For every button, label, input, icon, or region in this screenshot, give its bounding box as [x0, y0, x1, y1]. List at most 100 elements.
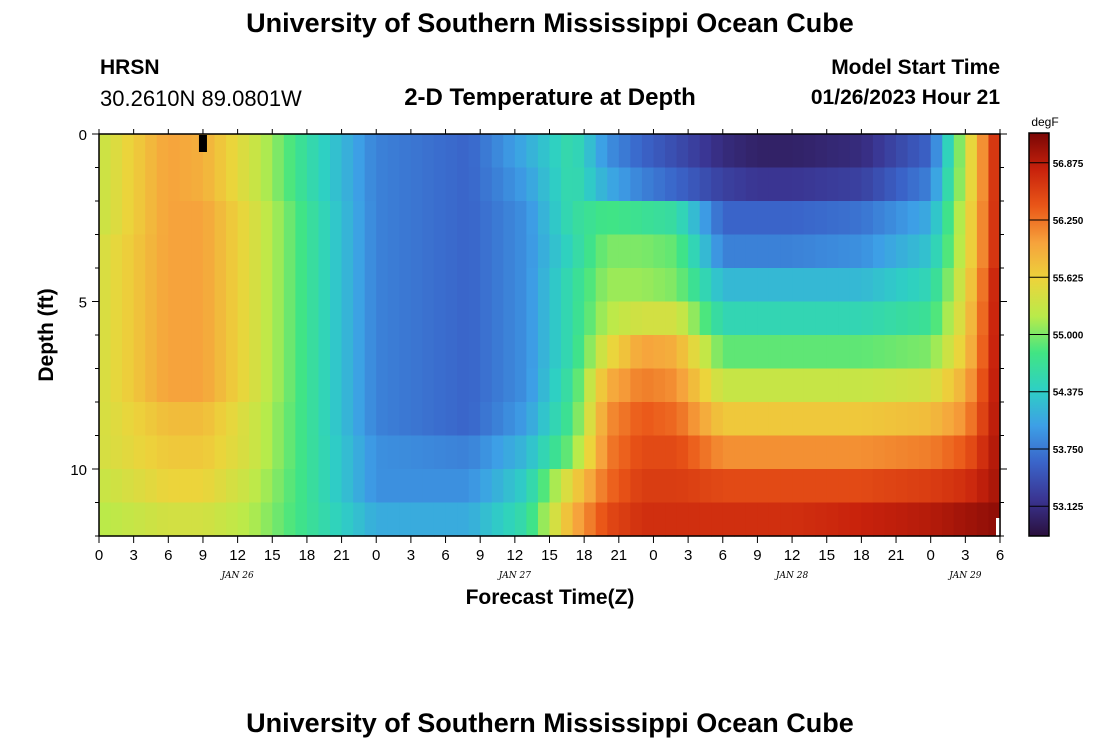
heatmap-cell [641, 134, 655, 169]
heatmap-cell [861, 134, 874, 169]
heatmap-cell [422, 167, 435, 202]
heatmap-cell [295, 234, 308, 269]
heatmap-cell [249, 201, 262, 236]
heatmap-cell [202, 402, 216, 437]
heatmap-cell [595, 435, 608, 470]
heatmap-cell [330, 167, 343, 202]
heatmap-cell [514, 234, 527, 269]
heatmap-cell [422, 134, 435, 169]
heatmap-cell [561, 469, 574, 504]
heatmap-cell [191, 268, 204, 303]
heatmap-cell [745, 167, 759, 202]
heatmap-cell [364, 435, 377, 470]
heatmap-cell [745, 234, 759, 269]
heatmap-cell [630, 502, 643, 537]
heatmap-cell [849, 502, 862, 537]
heatmap-cell [838, 502, 851, 537]
heatmap-cell [491, 368, 504, 403]
heatmap-cell [283, 502, 296, 537]
heatmap-cell [353, 368, 366, 403]
heatmap-cell [838, 134, 851, 169]
heatmap-cell [179, 301, 193, 336]
heatmap-cell [734, 134, 747, 169]
heatmap-cell [699, 402, 712, 437]
heatmap-cell [676, 201, 689, 236]
heatmap-cell [942, 201, 955, 236]
x-tick-label: 9 [476, 547, 484, 564]
heatmap-cell [526, 435, 539, 470]
heatmap-cell [503, 402, 516, 437]
heatmap-cell [792, 167, 805, 202]
heatmap-cell [711, 234, 724, 269]
heatmap-cell [930, 335, 943, 370]
heatmap-cell [919, 402, 932, 437]
heatmap-cell [826, 502, 839, 537]
heatmap-cell [884, 301, 897, 336]
model-start-label: Model Start Time [831, 56, 1000, 79]
heatmap-cell [480, 335, 493, 370]
heatmap-cell [780, 134, 793, 169]
heatmap-cell [872, 435, 886, 470]
heatmap-cell [191, 301, 204, 336]
x-tick-label: 6 [719, 547, 727, 564]
heatmap-cell [145, 234, 158, 269]
heatmap-cell [503, 201, 516, 236]
heatmap-cell [133, 402, 146, 437]
heatmap-cell [595, 502, 608, 537]
heatmap-cell [179, 502, 193, 537]
heatmap-cell [145, 368, 158, 403]
heatmap-cell [942, 502, 955, 537]
heatmap-cell [179, 335, 193, 370]
heatmap-cell [110, 201, 123, 236]
heatmap-cell [480, 435, 493, 470]
heatmap-cell [537, 167, 551, 202]
heatmap-cell [376, 469, 389, 504]
heatmap-cell [514, 435, 527, 470]
heatmap-cell [226, 301, 239, 336]
heatmap-cell [410, 502, 424, 537]
heatmap-cell [896, 402, 909, 437]
heatmap-cell [399, 301, 412, 336]
heatmap-cell [676, 134, 689, 169]
heatmap-cell [976, 402, 990, 437]
heatmap-cell [780, 435, 793, 470]
x-tick-label: 3 [129, 547, 137, 564]
heatmap-cell [457, 469, 470, 504]
heatmap-cell [410, 469, 424, 504]
heatmap-cell [122, 234, 135, 269]
heatmap-cell [387, 335, 400, 370]
heatmap-cell [433, 301, 447, 336]
heatmap-cell [214, 234, 227, 269]
heatmap-cell [272, 234, 285, 269]
heatmap-cell [549, 301, 562, 336]
heatmap-cell [364, 469, 377, 504]
heatmap-cell [503, 368, 516, 403]
heatmap-cell [110, 301, 123, 336]
heatmap-cell [295, 368, 308, 403]
heatmap-cell [699, 335, 712, 370]
heatmap-cell [191, 502, 204, 537]
heatmap-cell [630, 402, 643, 437]
heatmap-cell [537, 201, 551, 236]
heatmap-cell [861, 502, 874, 537]
heatmap-cell [168, 201, 181, 236]
heatmap-cell [364, 201, 377, 236]
heatmap-cell [283, 268, 296, 303]
heatmap-cell [688, 402, 701, 437]
heatmap-cell [283, 469, 296, 504]
heatmap-cell [410, 335, 424, 370]
heatmap-cell [110, 335, 123, 370]
heatmap-cell [272, 301, 285, 336]
heatmap-cell [457, 201, 470, 236]
heatmap-cell [815, 335, 828, 370]
heatmap-cell [480, 234, 493, 269]
heatmap-cell [179, 469, 193, 504]
heatmap-cell [376, 368, 389, 403]
heatmap-cell [99, 201, 112, 236]
heatmap-cell [410, 435, 424, 470]
heatmap-cell [768, 435, 782, 470]
heatmap-cell [191, 335, 204, 370]
heatmap-cell [792, 435, 805, 470]
heatmap-cell [896, 335, 909, 370]
heatmap-cell [699, 435, 712, 470]
